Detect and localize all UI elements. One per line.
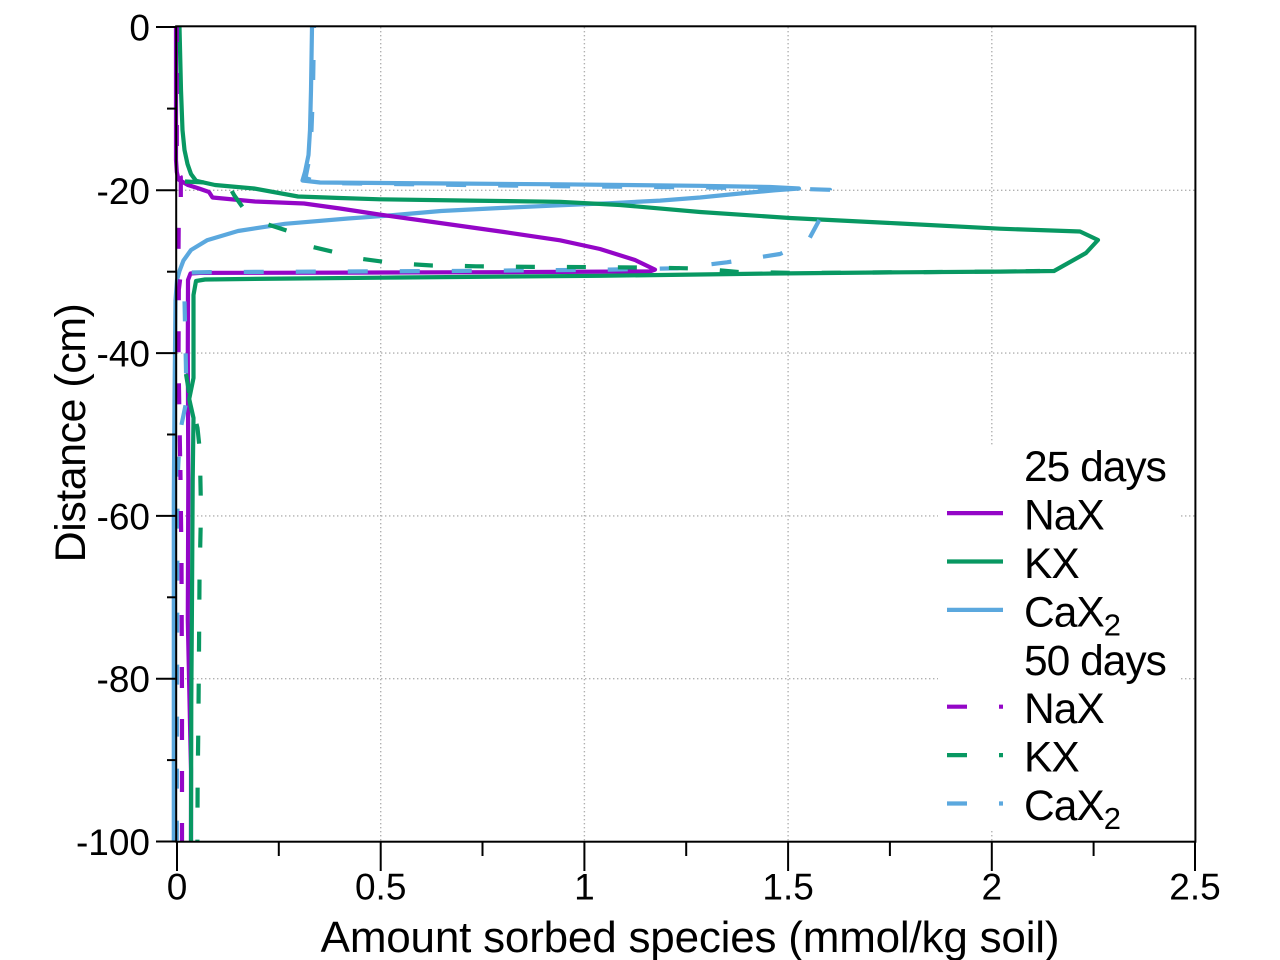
svg-text:Amount sorbed species (mmol/kg: Amount sorbed species (mmol/kg soil): [321, 913, 1060, 960]
svg-text:KX: KX: [1024, 735, 1079, 782]
svg-text:-80: -80: [97, 659, 150, 700]
svg-text:2: 2: [982, 867, 1003, 908]
svg-text:2.5: 2.5: [1169, 867, 1220, 908]
svg-text:CaX2: CaX2: [1024, 589, 1120, 642]
svg-text:25 days: 25 days: [1024, 444, 1166, 491]
svg-text:NaX: NaX: [1024, 493, 1104, 540]
svg-text:-20: -20: [97, 171, 150, 212]
svg-text:KX: KX: [1024, 541, 1079, 588]
svg-text:0: 0: [129, 8, 150, 49]
svg-text:50 days: 50 days: [1024, 638, 1166, 685]
svg-text:NaX: NaX: [1024, 686, 1104, 733]
svg-text:1.5: 1.5: [762, 867, 813, 908]
svg-text:1: 1: [574, 867, 595, 908]
svg-text:-60: -60: [97, 496, 150, 537]
svg-text:0.5: 0.5: [355, 867, 406, 908]
svg-text:-40: -40: [97, 334, 150, 375]
svg-text:-100: -100: [76, 822, 150, 863]
svg-text:0: 0: [167, 867, 188, 908]
svg-text:Distance (cm): Distance (cm): [47, 304, 95, 563]
